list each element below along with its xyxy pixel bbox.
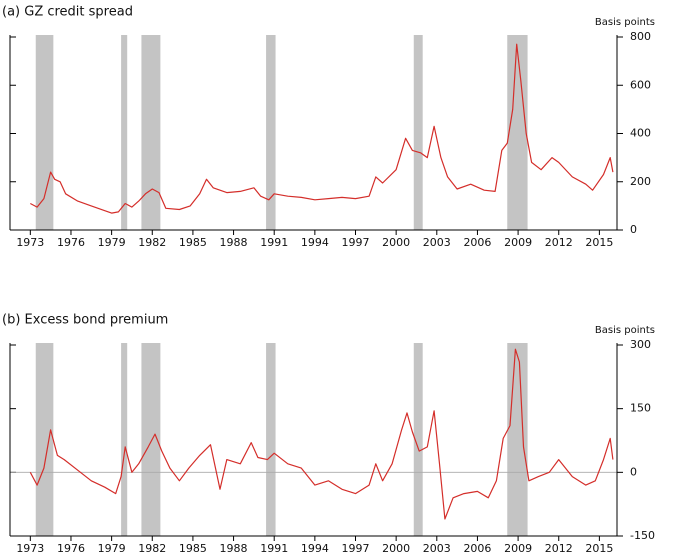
recession-band [413,35,423,230]
x-tick-label: 2000 [382,542,410,555]
x-tick-label: 2006 [463,542,491,555]
recession-band [35,35,54,230]
y-tick-label: 200 [630,175,651,188]
recession-band [266,35,276,230]
y-tick-label: 400 [630,127,651,140]
x-tick-label: 1979 [98,542,126,555]
recession-band [121,35,128,230]
recession-band [121,343,128,536]
x-tick-label: 1997 [342,236,370,249]
recession-band [141,35,161,230]
x-tick-label: 2015 [585,542,613,555]
x-tick-label: 1976 [57,236,85,249]
x-tick-label: 2006 [463,236,491,249]
recession-band [141,343,161,536]
y-tick-label: 600 [630,78,651,91]
x-tick-label: 2012 [545,542,573,555]
recession-band [266,343,276,536]
x-tick-label: 1985 [179,542,207,555]
y-axis-label: Basis points [595,325,655,336]
x-tick-label: 1976 [57,542,85,555]
x-tick-label: 1988 [220,542,248,555]
x-tick-label: 1973 [16,236,44,249]
x-tick-label: 1991 [260,542,288,555]
x-tick-label: 1979 [98,236,126,249]
series-line [29,348,614,520]
recession-band [507,35,528,230]
series-line [30,43,614,214]
x-tick-label: 2015 [585,236,613,249]
x-tick-label: 1985 [179,236,207,249]
x-tick-label: 2009 [504,236,532,249]
x-tick-label: 2012 [545,236,573,249]
recession-band [413,343,423,536]
recession-band [35,343,54,536]
x-tick-label: 1982 [138,236,166,249]
y-tick-label: 300 [630,338,651,351]
x-tick-label: 1973 [16,542,44,555]
x-tick-label: 1991 [260,236,288,249]
y-axis-label: Basis points [595,17,655,28]
x-tick-label: 1994 [301,542,329,555]
y-tick-label: 0 [630,465,637,478]
recession-band [507,343,528,536]
y-tick-label: 150 [630,402,651,415]
x-tick-label: 1982 [138,542,166,555]
x-tick-label: 1994 [301,236,329,249]
x-tick-label: 2000 [382,236,410,249]
y-tick-label: 0 [630,223,637,236]
x-tick-label: 2009 [504,542,532,555]
x-tick-label: 2003 [423,236,451,249]
x-tick-label: 1988 [220,236,248,249]
y-tick-label: -150 [630,529,655,542]
chart-title: (a) GZ credit spread [2,5,133,20]
chart-title: (b) Excess bond premium [2,313,168,328]
y-tick-label: 800 [630,30,651,43]
x-tick-label: 2003 [423,542,451,555]
x-tick-label: 1997 [342,542,370,555]
